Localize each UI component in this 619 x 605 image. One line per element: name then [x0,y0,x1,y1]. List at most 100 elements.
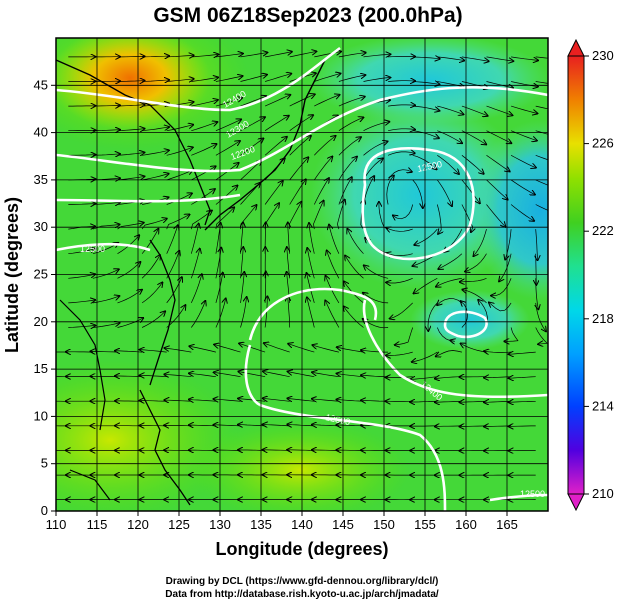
credit-data: Data from http://database.rish.kyoto-u.a… [165,589,439,600]
colorbar-tick-label: 214 [592,398,614,413]
streamline [287,247,290,279]
streamline [511,81,538,87]
colorbar-min-extension [567,493,585,512]
streamline [190,249,200,279]
streamline [412,105,440,111]
streamline [307,297,315,328]
plot-area: 12500 12400 12300 12200 12500 12400 1250… [56,38,548,511]
streamline [241,223,244,254]
streamline [437,298,463,306]
y-tick-label: 10 [34,408,48,423]
height-contours [56,46,548,511]
streamline [390,302,413,319]
streamline [387,170,412,181]
streamline [191,122,217,132]
streamline [289,157,309,181]
streamline [510,179,535,195]
y-axis-ticks: 0 5 10 15 20 25 30 35 40 45 [34,77,56,518]
colorbar: 210 214 218 222 226 230 [567,38,614,512]
streamline [395,327,414,346]
y-tick-label: 0 [41,503,48,518]
streamline [263,398,290,401]
streamline [287,272,290,303]
streamline [314,157,332,181]
streamline [327,251,340,279]
streamline [412,57,440,59]
contour-line [248,287,378,341]
warm-maximum [56,38,210,130]
streamline [388,56,415,57]
streamline [461,301,468,328]
streamline [474,229,487,256]
streamline [337,400,364,402]
streamline [166,147,193,156]
streamline [141,219,167,230]
streamline [141,229,158,254]
streamline [387,152,415,156]
streamline [166,225,178,254]
streamline [142,80,169,82]
streamline [165,348,192,353]
streamline [140,375,167,376]
streamline [386,377,413,378]
x-tick-label: 150 [373,517,395,532]
streamline [460,277,487,282]
streamline [314,136,335,156]
streamline [312,425,339,426]
streamline [388,105,415,106]
streamline [263,450,290,451]
streamline [117,223,144,230]
streamline [190,274,202,304]
streamline [214,372,241,378]
colorbar-tick-label: 210 [592,486,614,501]
contour-line [56,242,151,252]
streamline [142,150,169,156]
streamline [437,204,441,234]
streamline [312,450,339,451]
streamline [191,189,215,205]
streamline [117,262,141,279]
streamline [388,129,415,131]
streamline [240,139,264,156]
streamline [312,399,339,402]
colorbar-tick-label: 230 [592,48,614,63]
streamline [489,303,512,312]
streamline [337,374,364,377]
x-tick-label: 115 [87,517,108,532]
streamline [486,105,513,115]
streamline [166,55,194,57]
y-tick-label: 20 [34,314,48,329]
streamline [536,229,538,260]
streamline [347,229,364,254]
streamline [68,274,95,279]
streamline [313,178,329,205]
streamline [68,204,95,205]
streamline [191,166,215,181]
streamline [265,74,291,82]
streamline [142,127,169,132]
streamline [436,350,462,357]
streamline [289,51,317,58]
streamline [307,273,315,303]
streamline [336,450,364,451]
streamline [289,115,313,131]
streamline [325,301,340,328]
streamline [511,56,538,61]
streamline [214,345,241,353]
contour-label: 12500 [80,244,105,254]
y-tick-label: 15 [34,361,48,376]
streamline [465,253,487,272]
credit-drawing: Drawing by DCL (https://www.gfd-dennou.o… [166,576,439,587]
y-tick-label: 30 [34,219,48,234]
streamline [287,450,315,451]
streamline [363,78,391,82]
streamline [486,155,510,171]
streamline [68,155,95,156]
streamline [410,377,438,380]
streamline [535,204,548,211]
streamline [312,372,339,378]
streamline [535,105,548,110]
streamline [265,52,292,58]
streamline [438,253,463,269]
contour-line [244,344,261,407]
